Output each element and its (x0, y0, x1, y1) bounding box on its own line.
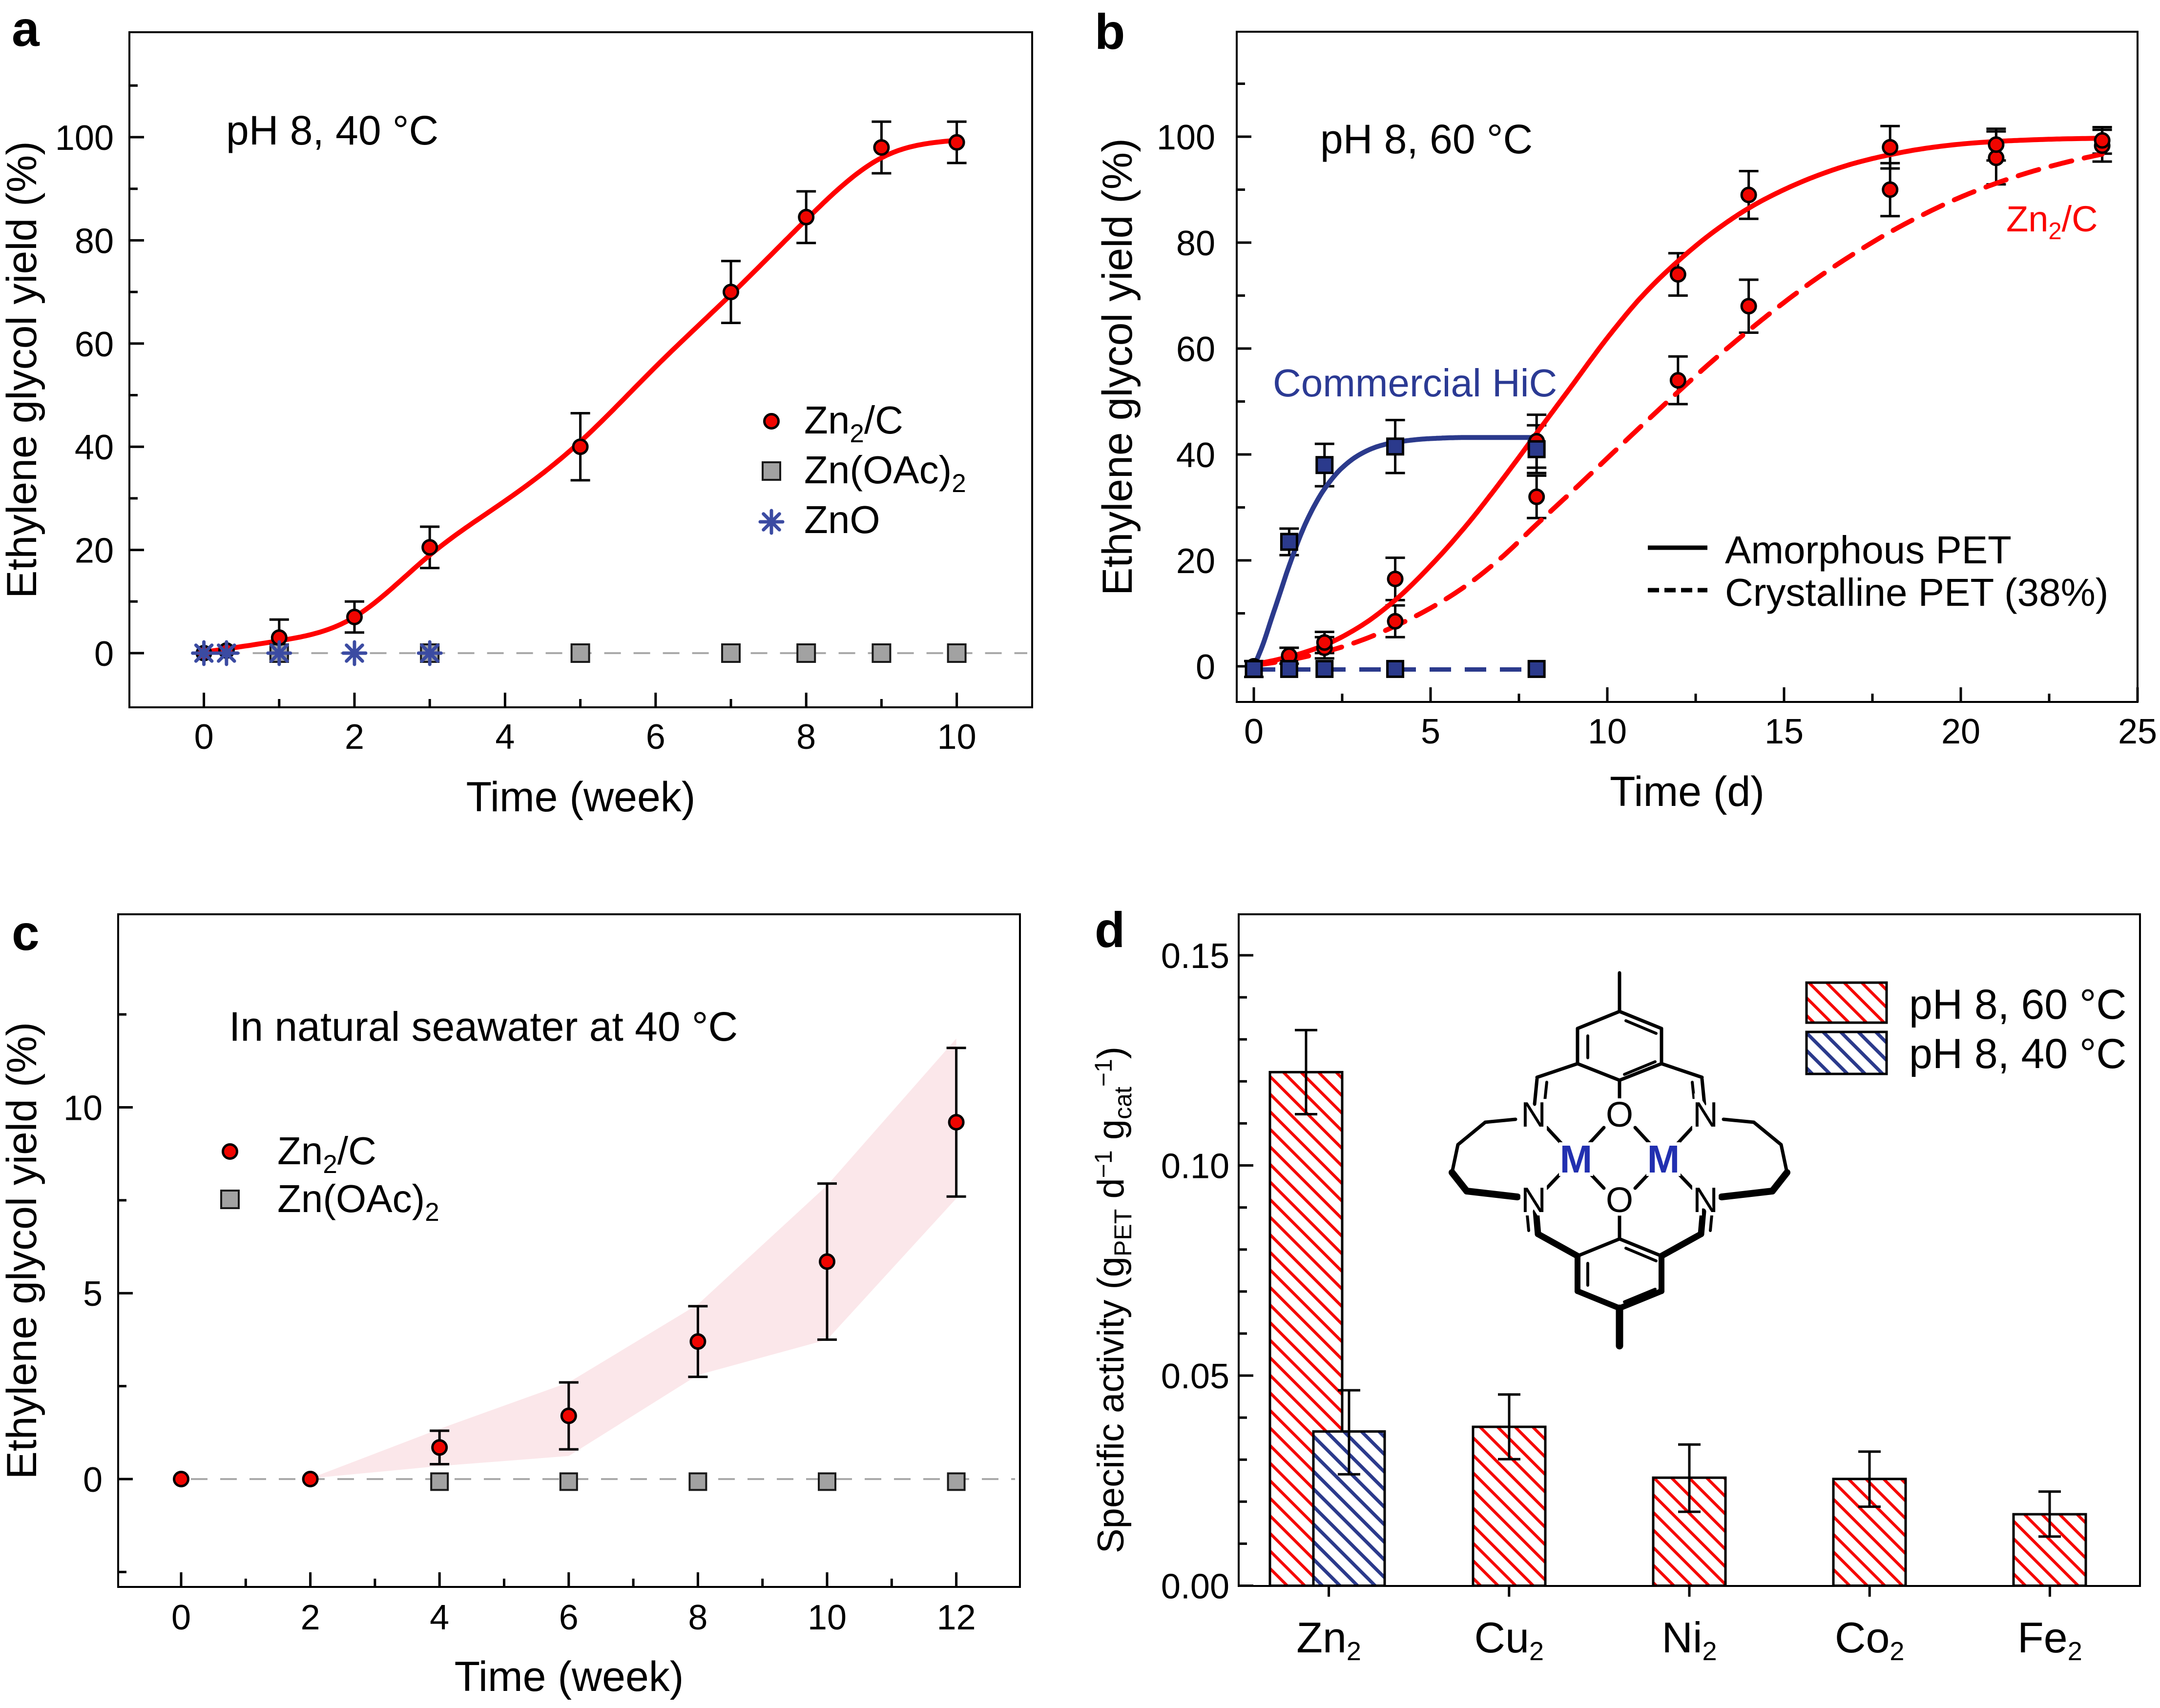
svg-text:80: 80 (1176, 224, 1215, 263)
svg-text:10: 10 (1588, 712, 1627, 751)
svg-text:0.05: 0.05 (1161, 1357, 1229, 1396)
svg-text:Zn(OAc)2: Zn(OAc)2 (804, 448, 966, 498)
svg-text:N: N (1521, 1181, 1546, 1220)
svg-text:40: 40 (1176, 436, 1215, 475)
svg-text:Time (week): Time (week) (466, 774, 696, 821)
svg-text:6: 6 (559, 1598, 579, 1637)
svg-text:N: N (1693, 1181, 1718, 1220)
svg-text:10: 10 (808, 1598, 847, 1637)
svg-text:80: 80 (75, 222, 114, 261)
svg-text:12: 12 (937, 1598, 976, 1637)
svg-text:0.15: 0.15 (1161, 937, 1229, 976)
svg-text:pH 8, 60 °C: pH 8, 60 °C (1320, 116, 1533, 162)
svg-text:20: 20 (1941, 712, 1980, 751)
svg-text:100: 100 (55, 119, 114, 158)
svg-text:10: 10 (937, 718, 976, 757)
svg-text:6: 6 (646, 718, 665, 757)
svg-text:Ethylene glycol yield (%): Ethylene glycol yield (%) (0, 1022, 45, 1480)
svg-text:ZnO: ZnO (804, 498, 880, 541)
svg-text:c: c (12, 905, 40, 961)
svg-text:40: 40 (75, 428, 114, 467)
svg-text:0: 0 (83, 1461, 103, 1500)
svg-text:Crystalline PET (38%): Crystalline PET (38%) (1725, 571, 2108, 614)
svg-text:Cu2: Cu2 (1475, 1613, 1544, 1666)
svg-text:4: 4 (430, 1598, 449, 1637)
svg-text:M: M (1560, 1137, 1593, 1181)
svg-text:8: 8 (688, 1598, 707, 1637)
svg-text:Specific activity (gPET d−1 gc: Specific activity (gPET d−1 gcat−1) (1090, 1047, 1137, 1553)
svg-text:pH 8, 60 °C: pH 8, 60 °C (1909, 981, 2127, 1028)
svg-text:Commercial HiC: Commercial HiC (1273, 361, 1557, 405)
svg-text:N: N (1693, 1095, 1718, 1134)
svg-text:5: 5 (83, 1275, 103, 1314)
svg-text:20: 20 (75, 532, 114, 571)
svg-text:0: 0 (171, 1598, 191, 1637)
svg-text:60: 60 (1176, 330, 1215, 369)
svg-text:5: 5 (1421, 712, 1440, 751)
svg-text:25: 25 (2118, 712, 2157, 751)
svg-text:M: M (1647, 1137, 1680, 1181)
svg-text:60: 60 (75, 325, 114, 364)
svg-text:O: O (1606, 1095, 1633, 1134)
svg-text:Time (d): Time (d) (1610, 768, 1765, 815)
svg-text:d: d (1095, 902, 1125, 958)
svg-text:In natural seawater at 40 °C: In natural seawater at 40 °C (229, 1004, 738, 1049)
svg-text:0: 0 (194, 718, 214, 757)
svg-text:pH 8, 40 °C: pH 8, 40 °C (1909, 1030, 2127, 1077)
svg-text:4: 4 (495, 718, 515, 757)
svg-text:10: 10 (63, 1089, 103, 1128)
svg-text:8: 8 (796, 718, 816, 757)
svg-text:Ethylene glycol yield (%): Ethylene glycol yield (%) (0, 141, 45, 598)
svg-text:0: 0 (1244, 712, 1264, 751)
svg-text:O: O (1606, 1181, 1633, 1220)
svg-text:N: N (1521, 1095, 1546, 1134)
svg-text:b: b (1095, 4, 1125, 60)
svg-text:Co2: Co2 (1835, 1613, 1905, 1666)
svg-text:Time (week): Time (week) (455, 1653, 684, 1700)
svg-text:0.00: 0.00 (1161, 1567, 1229, 1606)
svg-text:0.10: 0.10 (1161, 1147, 1229, 1186)
svg-text:2: 2 (345, 718, 364, 757)
svg-text:0: 0 (1196, 648, 1215, 687)
svg-text:0: 0 (94, 635, 114, 674)
svg-text:Zn(OAc)2: Zn(OAc)2 (277, 1177, 439, 1227)
svg-text:Amorphous PET: Amorphous PET (1725, 528, 2012, 572)
svg-text:pH 8, 40 °C: pH 8, 40 °C (226, 107, 438, 153)
svg-text:20: 20 (1176, 542, 1215, 581)
svg-text:a: a (12, 1, 40, 57)
svg-text:100: 100 (1157, 118, 1215, 157)
svg-text:Ethylene glycol yield (%): Ethylene glycol yield (%) (1094, 138, 1141, 596)
svg-text:15: 15 (1765, 712, 1804, 751)
svg-text:2: 2 (301, 1598, 320, 1637)
